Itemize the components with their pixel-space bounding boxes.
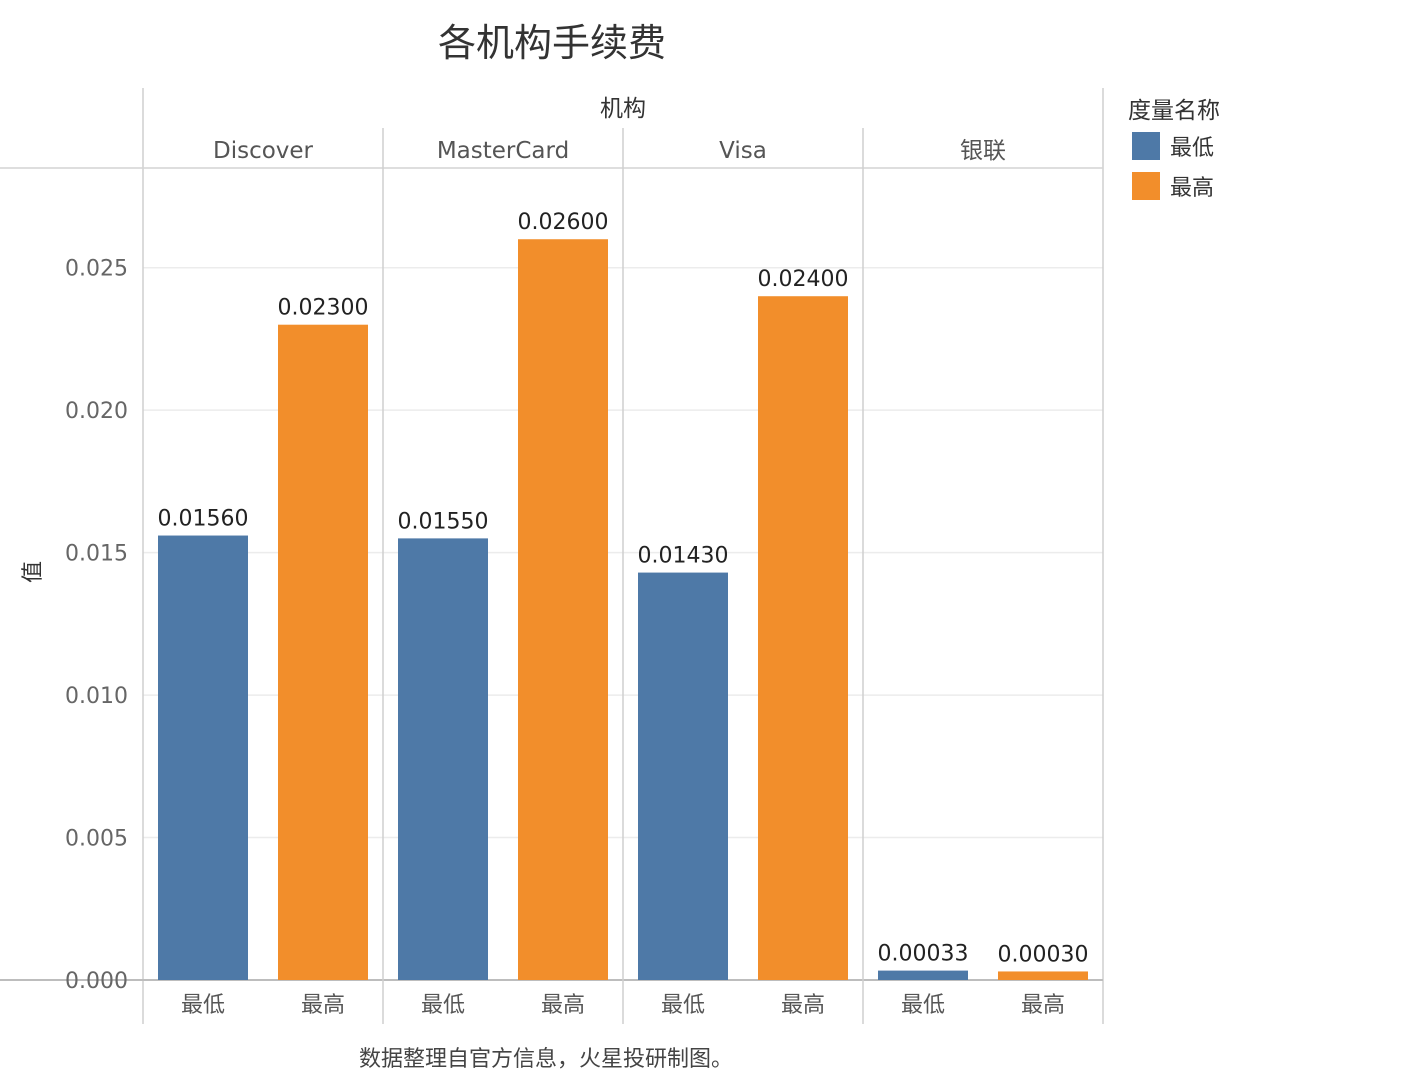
bar (278, 324, 368, 980)
panel-label: MasterCard (437, 138, 569, 164)
data-label: 0.00033 (878, 942, 969, 967)
legend-swatch (1132, 132, 1160, 160)
data-label: 0.01430 (638, 544, 729, 569)
column-header-label: 机构 (600, 96, 646, 122)
data-label: 0.01550 (398, 509, 489, 534)
y-tick-label: 0.010 (65, 684, 128, 709)
bar (518, 239, 608, 980)
panel-label: 银联 (960, 138, 1006, 164)
data-label: 0.02600 (518, 210, 609, 235)
data-label: 0.00030 (998, 942, 1089, 967)
source-note: 数据整理自官方信息，火星投研制图。 (359, 1047, 733, 1072)
y-axis-label: 值 (21, 561, 46, 583)
y-tick-label: 0.025 (65, 257, 128, 282)
data-label: 0.01560 (158, 507, 249, 532)
panel: Visa 0.01430 最低 0.02400 最高 (638, 138, 849, 1018)
x-category-label: 最低 (421, 993, 465, 1018)
bar (158, 535, 248, 980)
y-axis: 0.000 0.005 0.010 0.015 0.020 0.025 (65, 257, 128, 994)
bar (878, 970, 968, 980)
bar (638, 572, 728, 980)
bar (398, 538, 488, 980)
panel: Discover 0.01560 最低 0.02300 最高 (158, 138, 369, 1018)
x-category-label: 最低 (901, 993, 945, 1018)
panel: 银联 0.00033 最低 0.00030 最高 (878, 138, 1089, 1018)
panel-label: Visa (719, 138, 767, 164)
legend-swatch (1132, 172, 1160, 200)
panels: Discover 0.01560 最低 0.02300 最高 MasterCard 0.01… (158, 138, 1089, 1018)
x-category-label: 最高 (781, 993, 825, 1018)
y-tick-label: 0.020 (65, 399, 128, 424)
y-tick-label: 0.015 (65, 542, 128, 567)
chart-title: 各机构手续费 (438, 21, 666, 65)
x-category-label: 最低 (661, 993, 705, 1018)
x-category-label: 最低 (181, 993, 225, 1018)
legend-label: 最高 (1170, 176, 1214, 201)
panel-label: Discover (213, 138, 314, 164)
x-category-label: 最高 (1021, 993, 1065, 1018)
y-tick-label: 0.000 (65, 969, 128, 994)
legend-title: 度量名称 (1128, 98, 1220, 124)
x-category-label: 最高 (541, 993, 585, 1018)
x-category-label: 最高 (301, 993, 345, 1018)
data-label: 0.02400 (758, 267, 849, 292)
bar (758, 296, 848, 980)
y-tick-label: 0.005 (65, 827, 128, 852)
data-label: 0.02300 (278, 296, 369, 321)
column-header: 机构 (600, 96, 646, 122)
panel: MasterCard 0.01550 最低 0.02600 最高 (398, 138, 609, 1018)
legend-label: 最低 (1170, 136, 1214, 161)
bar (998, 971, 1088, 980)
